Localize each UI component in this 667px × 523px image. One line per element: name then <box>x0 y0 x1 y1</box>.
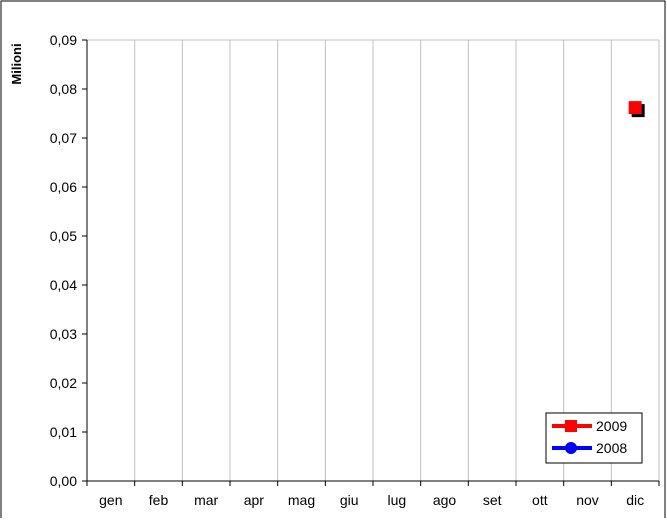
y-tick-label: 0,02 <box>50 375 77 391</box>
legend: 2009 2008 <box>545 412 643 464</box>
y-tick-label: 0,06 <box>50 179 77 195</box>
y-tick-label: 0,09 <box>50 32 77 48</box>
x-tick-label: lug <box>387 492 406 508</box>
legend-box <box>545 412 643 464</box>
x-tick-label: giu <box>340 492 359 508</box>
x-tick-label: mag <box>288 492 315 508</box>
y-tick-label: 0,07 <box>50 130 77 146</box>
x-tick-label: ott <box>532 492 548 508</box>
data-point <box>628 101 642 115</box>
legend-marker <box>565 420 577 432</box>
x-tick-label: apr <box>244 492 265 508</box>
y-tick-label: 0,05 <box>50 228 77 244</box>
y-tick-label: 0,08 <box>50 81 77 97</box>
x-tick-label: set <box>483 492 502 508</box>
x-tick-label: nov <box>576 492 599 508</box>
y-tick-label: 0,01 <box>50 424 77 440</box>
axis-layer: Milioni 0,00 0,01 0,02 0,03 0,04 0,05 0,06 0,07… <box>9 32 660 508</box>
x-tick-label: ago <box>433 492 457 508</box>
y-tick-label: 0,03 <box>50 326 77 342</box>
legend-marker <box>565 442 577 454</box>
x-tick-label: feb <box>149 492 169 508</box>
y-tick-label: 0,04 <box>50 277 77 293</box>
x-tick-label: mar <box>194 492 218 508</box>
x-tick-label: dic <box>626 492 644 508</box>
grid-layer <box>87 39 660 481</box>
series-layer <box>628 101 645 118</box>
legend-label: 2008 <box>596 440 627 456</box>
y-axis-label: Milioni <box>9 43 24 84</box>
y-tick-label: 0,00 <box>50 473 77 489</box>
x-tick-label: gen <box>99 492 122 508</box>
legend-label: 2009 <box>596 418 627 434</box>
